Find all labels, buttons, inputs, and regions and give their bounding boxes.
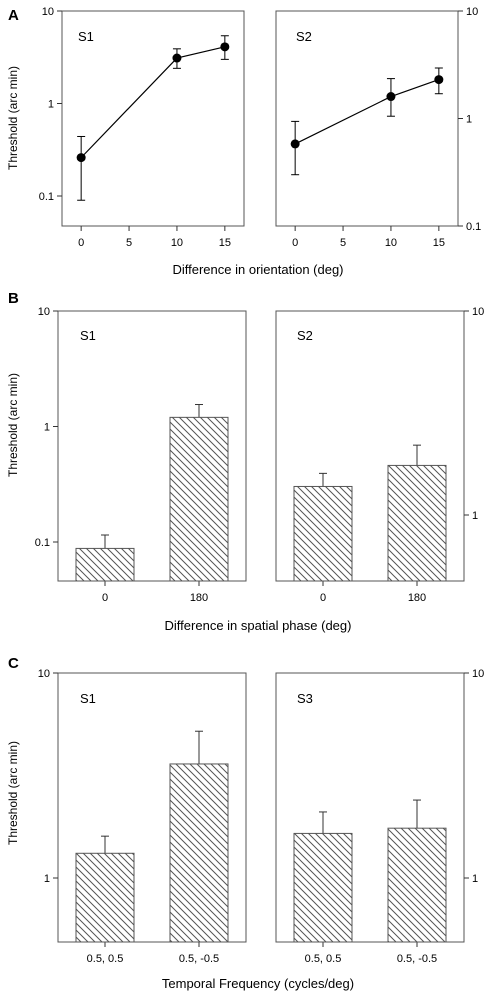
y-tick-label-c-s3: 1 (472, 873, 478, 885)
panel-letter-b: B (8, 290, 19, 307)
x-tick-label-c-s3: 0.5, -0.5 (397, 953, 437, 965)
y-tick-label-a-s2: 1 (466, 114, 472, 126)
x-axis-label-b: Difference in spatial phase (deg) (165, 618, 352, 633)
series-line-a-s1 (80, 46, 225, 159)
data-point-a-s1 (220, 42, 230, 52)
x-tick-label-a-s1: 5 (126, 237, 132, 249)
x-tick-label-c-s1: 0.5, -0.5 (179, 953, 219, 965)
y-axis-label-a: Threshold (arc min) (6, 66, 20, 170)
frame-c-left (57, 672, 247, 943)
y-tick-label-c-s1: 1 (44, 873, 50, 885)
bar-c-s1 (169, 763, 229, 943)
y-tick-label-a-s1: 0.1 (39, 191, 54, 203)
y-tick-label-b-s1: 1 (44, 422, 50, 434)
x-tick-label-c-s3: 0.5, 0.5 (305, 953, 342, 965)
y-tick-label-b-s1: 10 (38, 306, 50, 318)
y-tick-label-c-s3: 10 (472, 668, 484, 680)
x-tick-label-b-s1: 0 (102, 592, 108, 604)
x-tick-label-b-s2: 180 (408, 592, 426, 604)
data-point-a-s2 (434, 75, 444, 85)
y-tick-label-b-s2: 10 (472, 306, 484, 318)
bar-b-s2 (387, 464, 447, 582)
subject-label-b2: S2 (297, 328, 313, 343)
frame-b-right (275, 310, 465, 582)
x-tick-label-a-s2: 10 (385, 237, 397, 249)
panel-letter-a: A (8, 7, 19, 24)
y-tick-label-b-s1: 0.1 (35, 537, 50, 549)
subject-label-c1: S1 (80, 691, 96, 706)
bar-c-s3 (293, 832, 353, 943)
subject-label-a2: S2 (296, 29, 312, 44)
x-tick-label-b-s2: 0 (320, 592, 326, 604)
x-tick-label-a-s1: 15 (219, 237, 231, 249)
y-tick-label-a-s1: 10 (42, 6, 54, 18)
data-point-a-s2 (386, 92, 396, 102)
y-axis-label-b: Threshold (arc min) (6, 373, 20, 477)
panel-letter-c: C (8, 655, 19, 672)
bar-b-s1 (75, 547, 135, 582)
x-tick-label-c-s1: 0.5, 0.5 (87, 953, 124, 965)
x-axis-label-c: Temporal Frequency (cycles/deg) (162, 976, 354, 991)
y-tick-label-a-s2: 0.1 (466, 221, 481, 233)
y-tick-label-c-s1: 10 (38, 668, 50, 680)
bar-b-s1 (169, 416, 229, 582)
chart-marks: 0.1 1 10 0 5 10 15 0.1 1 10 0 5 10 15 0.1 1 10 0 180 1 10 0 18… (35, 6, 485, 965)
frame-c-right (275, 672, 465, 943)
data-point-a-s1 (172, 53, 182, 63)
data-point-a-s2 (290, 139, 300, 149)
x-tick-label-a-s2: 0 (292, 237, 298, 249)
y-tick-label-a-s2: 10 (466, 6, 478, 18)
bar-c-s3 (387, 827, 447, 943)
x-tick-label-a-s1: 10 (171, 237, 183, 249)
subject-label-c3: S3 (297, 691, 313, 706)
x-axis-label-a: Difference in orientation (deg) (172, 262, 343, 277)
data-point-a-s1 (76, 153, 86, 163)
frame-a-left (61, 10, 245, 227)
y-tick-label-b-s2: 1 (472, 510, 478, 522)
x-tick-label-a-s2: 5 (340, 237, 346, 249)
x-tick-label-a-s2: 15 (433, 237, 445, 249)
x-tick-label-a-s1: 0 (78, 237, 84, 249)
subject-label-a1: S1 (78, 29, 94, 44)
frame-b-left (57, 310, 247, 582)
bar-b-s2 (293, 485, 353, 582)
y-axis-label-c: Threshold (arc min) (6, 741, 20, 845)
x-tick-label-b-s1: 180 (190, 592, 208, 604)
subject-label-b1: S1 (80, 328, 96, 343)
bar-c-s1 (75, 852, 135, 943)
y-tick-label-a-s1: 1 (48, 99, 54, 111)
series-line-a-s2 (294, 79, 440, 145)
